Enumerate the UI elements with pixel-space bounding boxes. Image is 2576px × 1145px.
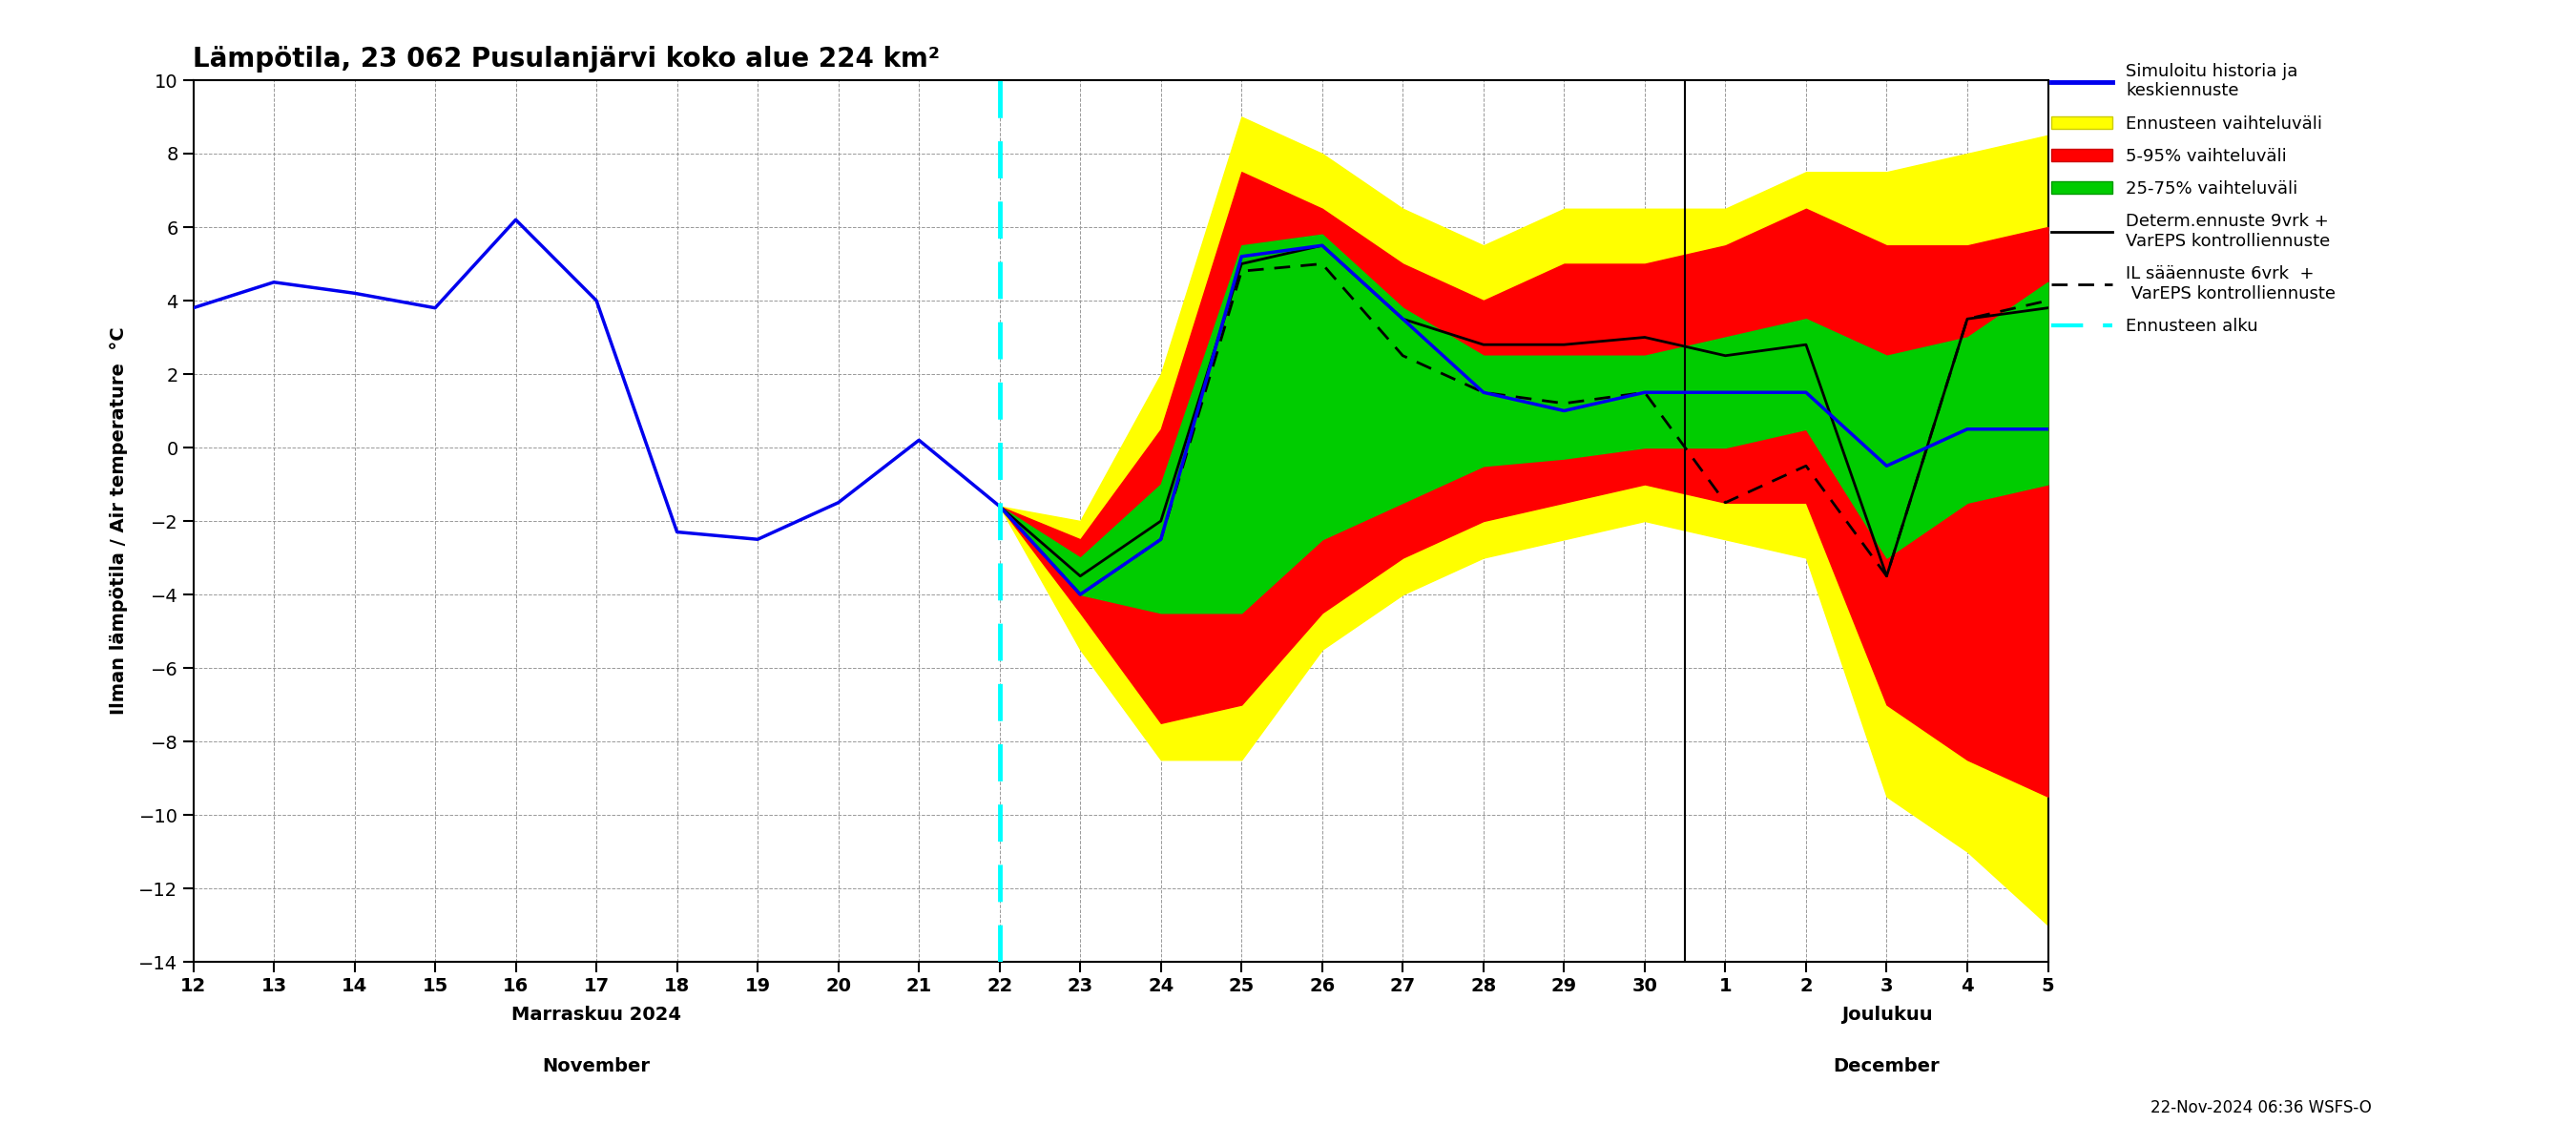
- Y-axis label: Ilman lämpötila / Air temperature  °C: Ilman lämpötila / Air temperature °C: [111, 327, 129, 714]
- Text: 22-Nov-2024 06:36 WSFS-O: 22-Nov-2024 06:36 WSFS-O: [2151, 1099, 2372, 1116]
- Legend: Simuloitu historia ja
keskiennuste, Ennusteen vaihteluväli, 5-95% vaihteluväli, : Simuloitu historia ja keskiennuste, Ennu…: [2050, 63, 2336, 335]
- Text: Marraskuu 2024: Marraskuu 2024: [513, 1006, 680, 1024]
- Text: Lämpötila, 23 062 Pusulanjärvi koko alue 224 km²: Lämpötila, 23 062 Pusulanjärvi koko alue…: [193, 46, 940, 72]
- Text: Joulukuu: Joulukuu: [1842, 1006, 1932, 1024]
- Text: December: December: [1834, 1057, 1940, 1075]
- Text: November: November: [544, 1057, 649, 1075]
